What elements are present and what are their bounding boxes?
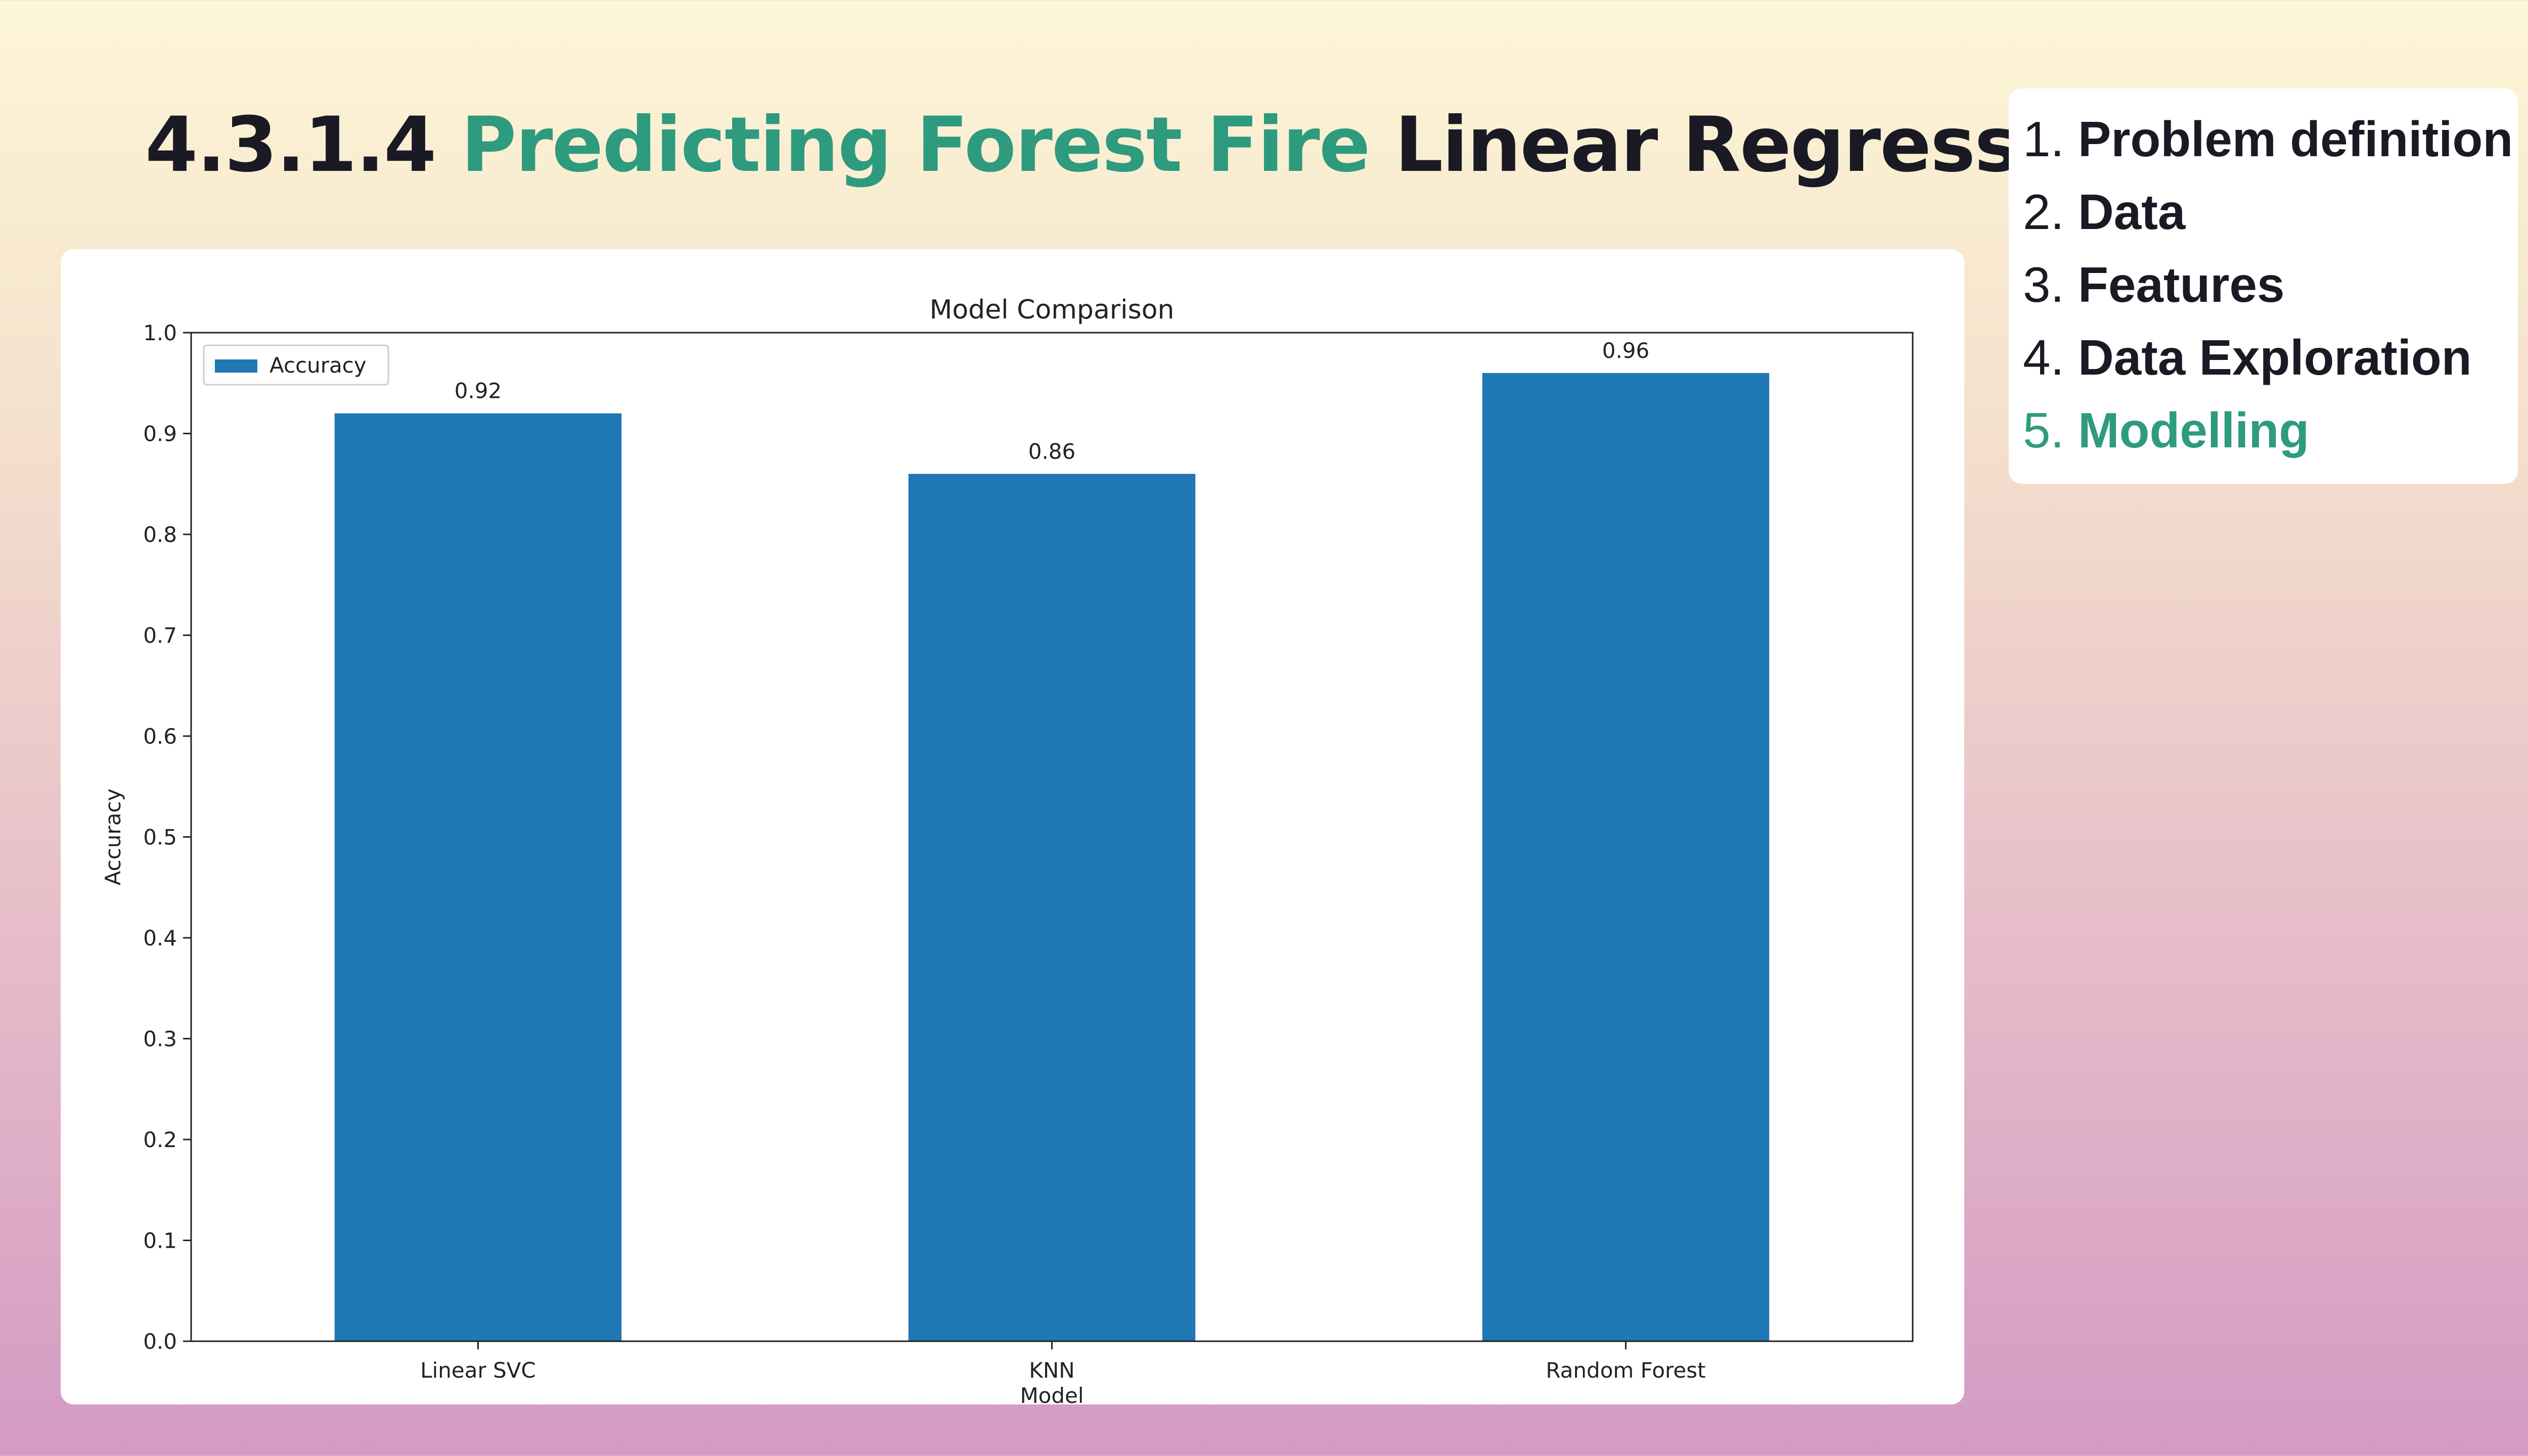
bar-value-label-1: 0.86 (1028, 439, 1076, 464)
x-axis-label: Model (1020, 1383, 1084, 1404)
legend-box (203, 344, 389, 386)
y-tick-label-8: 0.8 (143, 522, 177, 547)
bar-1 (908, 474, 1196, 1341)
y-tick-label-0: 0.0 (143, 1329, 177, 1354)
legend-swatch (215, 359, 257, 373)
x-tick-label-1: KNN (1029, 1358, 1074, 1383)
bar-value-label-0: 0.92 (455, 379, 502, 403)
y-axis-label: Accuracy (101, 789, 125, 886)
chart-title: Model Comparison (930, 295, 1175, 325)
chart-card: Model Comparison 0.92 0.86 0.96 0.0 0.1 0.2 0.3… (61, 249, 1964, 1404)
y-tick-label-5: 0.5 (143, 825, 177, 850)
y-tick-label-10: 1.0 (143, 321, 177, 345)
toc-item-data[interactable]: 2. Data (2023, 184, 2186, 240)
y-tick-label-1: 0.1 (143, 1228, 177, 1253)
bar-2 (1482, 373, 1770, 1341)
bar-chart: Model Comparison 0.92 0.86 0.96 0.0 0.1 0.2 0.3… (101, 295, 1914, 1404)
y-tick-label-3: 0.3 (143, 1027, 177, 1052)
title-accent: Predicting Forest Fire (461, 101, 1371, 189)
toc-item-features[interactable]: 3. Features (2023, 257, 2285, 312)
y-tick-label-6: 0.6 (143, 724, 177, 749)
title-prefix: 4.3.1.4 (145, 101, 436, 189)
toc-item-modelling[interactable]: 5. Modelling (2023, 402, 2310, 458)
table-of-contents: 1. Problem definition 2. Data 3. Feature… (2009, 88, 2518, 484)
legend-label: Accuracy (269, 353, 367, 378)
bar-value-label-2: 0.96 (1602, 338, 1650, 363)
y-tick-label-7: 0.7 (143, 623, 177, 648)
y-tick-label-4: 0.4 (143, 926, 177, 950)
y-tick-label-2: 0.2 (143, 1127, 177, 1152)
toc-item-problem-definition[interactable]: 1. Problem definition (2023, 111, 2513, 167)
x-tick-label-2: Random Forest (1546, 1358, 1705, 1383)
x-tick-label-0: Linear SVC (420, 1358, 536, 1383)
slide-title: 4.3.1.4 Predicting Forest Fire Linear Re… (145, 101, 2149, 189)
toc-item-data-exploration[interactable]: 4. Data Exploration (2023, 330, 2472, 385)
y-tick-label-9: 0.9 (143, 422, 177, 446)
bar-0 (334, 413, 622, 1341)
